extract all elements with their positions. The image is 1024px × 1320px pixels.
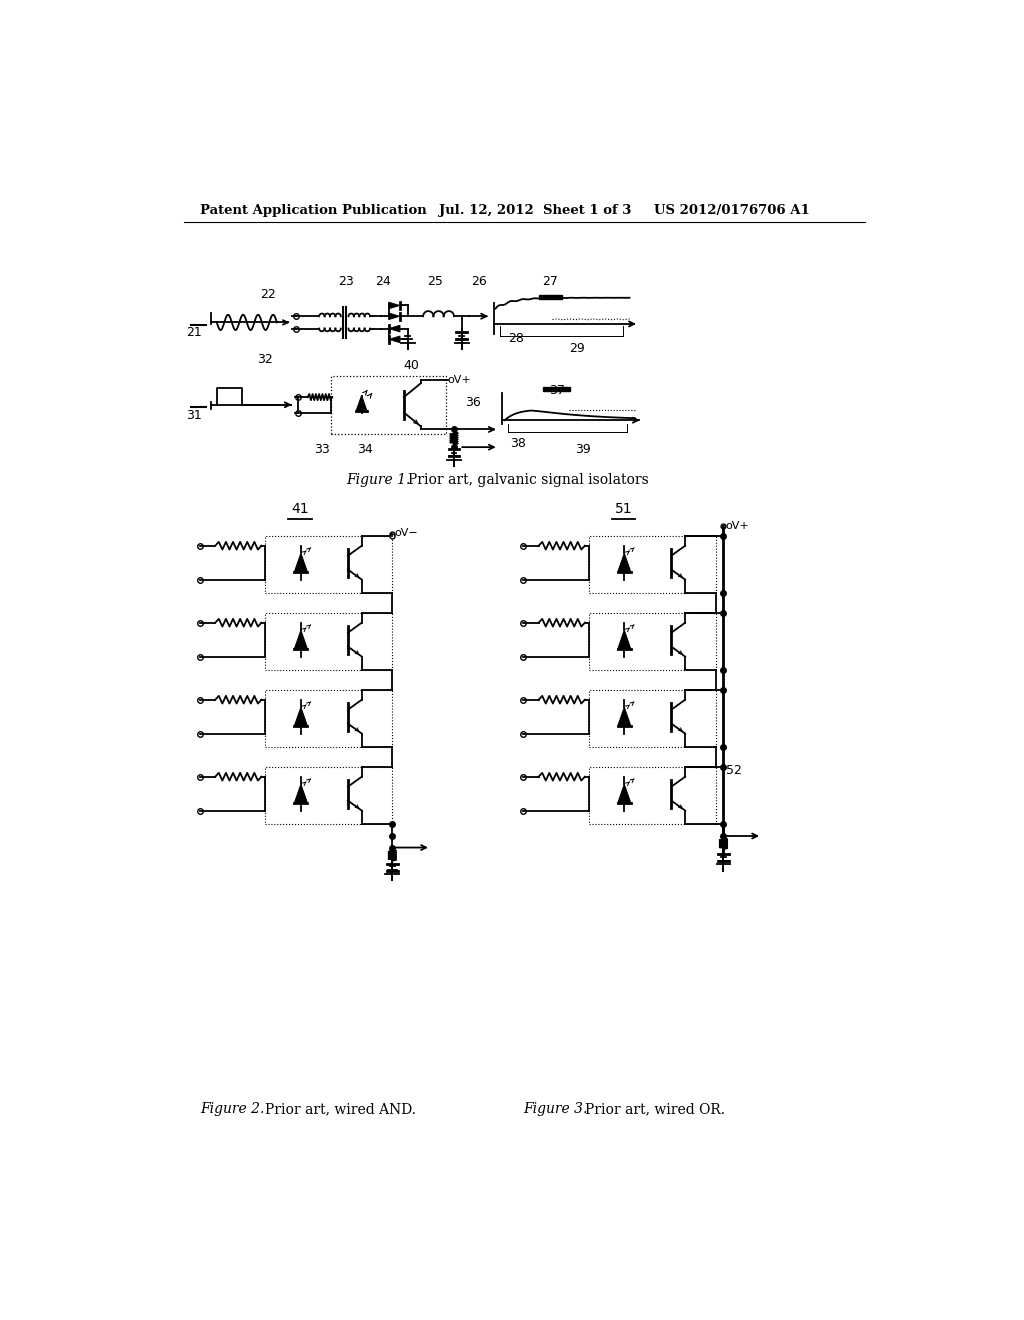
Text: Figure 2.: Figure 2. bbox=[200, 1102, 264, 1117]
Polygon shape bbox=[295, 708, 307, 726]
Text: oV+: oV+ bbox=[447, 375, 471, 385]
Polygon shape bbox=[388, 302, 400, 309]
Text: Patent Application Publication: Patent Application Publication bbox=[200, 205, 427, 218]
Text: 34: 34 bbox=[357, 444, 374, 457]
Text: 32: 32 bbox=[257, 354, 273, 367]
Text: 29: 29 bbox=[569, 342, 585, 355]
Text: Prior art, wired AND.: Prior art, wired AND. bbox=[265, 1102, 417, 1117]
Text: Prior art, wired OR.: Prior art, wired OR. bbox=[585, 1102, 725, 1117]
Text: 27: 27 bbox=[543, 275, 558, 288]
Text: 23: 23 bbox=[338, 275, 354, 288]
Text: 21: 21 bbox=[186, 326, 202, 339]
Bar bbox=[331, 376, 446, 434]
Bar bbox=[265, 767, 392, 825]
Text: 26: 26 bbox=[471, 275, 487, 288]
Polygon shape bbox=[295, 784, 307, 803]
Text: Jul. 12, 2012  Sheet 1 of 3: Jul. 12, 2012 Sheet 1 of 3 bbox=[438, 205, 631, 218]
Text: 52: 52 bbox=[726, 764, 741, 777]
Polygon shape bbox=[388, 335, 400, 343]
Bar bbox=[539, 296, 562, 300]
Bar bbox=[544, 387, 570, 391]
Bar bbox=[589, 536, 716, 594]
Text: 24: 24 bbox=[375, 275, 391, 288]
Polygon shape bbox=[617, 708, 631, 726]
Text: 41: 41 bbox=[291, 503, 309, 516]
Polygon shape bbox=[388, 325, 400, 333]
Bar bbox=[265, 689, 392, 747]
Text: 40: 40 bbox=[403, 359, 420, 372]
Bar bbox=[589, 612, 716, 671]
Text: Prior art, galvanic signal isolators: Prior art, galvanic signal isolators bbox=[408, 474, 648, 487]
Text: US 2012/0176706 A1: US 2012/0176706 A1 bbox=[654, 205, 810, 218]
Text: oV−: oV− bbox=[394, 528, 418, 537]
Text: 38: 38 bbox=[510, 437, 526, 450]
Bar bbox=[589, 689, 716, 747]
Bar bbox=[265, 536, 392, 594]
Text: oV+: oV+ bbox=[726, 521, 750, 532]
Text: 25: 25 bbox=[427, 275, 442, 288]
Text: 51: 51 bbox=[614, 503, 632, 516]
Text: 36: 36 bbox=[465, 396, 481, 409]
Polygon shape bbox=[388, 313, 400, 319]
Polygon shape bbox=[295, 631, 307, 649]
Bar bbox=[589, 767, 716, 825]
Text: 37: 37 bbox=[549, 384, 565, 397]
Polygon shape bbox=[617, 631, 631, 649]
Text: 22: 22 bbox=[260, 288, 275, 301]
Text: Figure 1.: Figure 1. bbox=[346, 474, 411, 487]
Text: 28: 28 bbox=[508, 331, 523, 345]
Text: Figure 3.: Figure 3. bbox=[523, 1102, 588, 1117]
Polygon shape bbox=[356, 396, 367, 411]
Text: 31: 31 bbox=[186, 409, 202, 421]
Polygon shape bbox=[295, 553, 307, 572]
Bar bbox=[265, 612, 392, 671]
Polygon shape bbox=[617, 553, 631, 572]
Text: 39: 39 bbox=[575, 444, 591, 457]
Polygon shape bbox=[617, 784, 631, 803]
Text: 33: 33 bbox=[313, 444, 330, 457]
